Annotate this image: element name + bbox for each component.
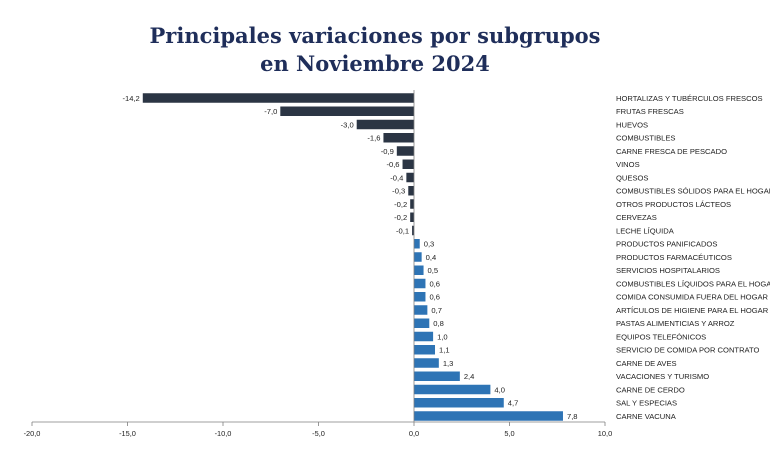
- x-tick-label: 0,0: [409, 429, 419, 438]
- bar: [414, 318, 430, 328]
- data-label: 0,4: [426, 253, 437, 262]
- category-label: CARNE DE AVES: [616, 359, 677, 368]
- chart-title-line-2: en Noviembre 2024: [260, 51, 490, 76]
- category-label: COMIDA CONSUMIDA FUERA DEL HOGAR: [616, 293, 769, 302]
- bar: [280, 106, 414, 116]
- data-label: 0,6: [429, 293, 440, 302]
- bar: [414, 384, 491, 395]
- x-tick-label: 10,0: [598, 429, 612, 438]
- data-label: -0,2: [394, 200, 407, 209]
- data-label: 0,6: [429, 279, 440, 288]
- data-label: 1,3: [443, 359, 454, 368]
- x-tick-label: -20,0: [24, 429, 41, 438]
- category-label: OTROS PRODUCTOS LÁCTEOS: [616, 200, 731, 209]
- category-label: SERVICIOS HOSPITALARIOS: [616, 266, 720, 275]
- data-label: 7,8: [567, 412, 578, 421]
- data-label: 4,0: [494, 385, 505, 394]
- data-label: 0,3: [424, 240, 435, 249]
- category-label: ARTÍCULOS DE HIGIENE PARA EL HOGAR: [616, 306, 769, 315]
- category-label: COMBUSTIBLES SÓLIDOS PARA EL HOGAR: [616, 187, 770, 196]
- data-label: 0,7: [431, 306, 442, 315]
- bar: [414, 411, 563, 421]
- data-label: -0,9: [381, 147, 394, 156]
- category-label: CARNE VACUNA: [616, 412, 677, 421]
- data-label: -0,3: [392, 187, 405, 196]
- category-label: CARNE FRESCA DE PESCADO: [616, 147, 727, 156]
- x-tick-label: -15,0: [119, 429, 136, 438]
- category-label: SERVICIO DE COMIDA POR CONTRATO: [616, 346, 760, 355]
- bar: [414, 345, 436, 355]
- category-label: CARNE DE CERDO: [616, 385, 685, 394]
- category-label: SAL Y ESPECIAS: [616, 399, 677, 408]
- data-label: -7,0: [264, 107, 277, 116]
- data-label: -0,4: [390, 173, 403, 182]
- bar: [414, 305, 428, 315]
- category-label: FRUTAS FRESCAS: [616, 107, 684, 116]
- bar: [414, 331, 434, 342]
- bar: [414, 398, 504, 408]
- data-label: 4,7: [508, 399, 519, 408]
- data-label: 1,0: [437, 332, 448, 341]
- data-label: -3,0: [341, 120, 354, 129]
- bar: [412, 225, 414, 236]
- bar: [414, 278, 426, 289]
- bar: [408, 186, 414, 196]
- bar: [414, 252, 422, 262]
- category-label: VINOS: [616, 160, 640, 169]
- category-label: EQUIPOS TELEFÓNICOS: [616, 332, 706, 341]
- bar: [410, 212, 414, 222]
- data-label: 0,5: [428, 266, 439, 275]
- data-label: 0,8: [433, 319, 444, 328]
- x-tick-label: 5,0: [504, 429, 514, 438]
- category-label: COMBUSTIBLES LÍQUIDOS PARA EL HOGAR: [616, 279, 770, 288]
- bar: [414, 371, 460, 381]
- bar: [410, 199, 414, 209]
- bar: [414, 358, 439, 368]
- data-label: 2,4: [464, 372, 475, 381]
- bar: [414, 292, 426, 302]
- data-label: -14,2: [122, 94, 139, 103]
- category-label: QUESOS: [616, 173, 649, 182]
- bar: [396, 146, 414, 156]
- category-label: HUEVOS: [616, 120, 648, 129]
- bar: [414, 239, 420, 249]
- bar: [356, 119, 414, 130]
- chart-title-line-1: Principales variaciones por subgrupos: [149, 23, 601, 48]
- data-label: -0,2: [394, 213, 407, 222]
- category-label: CERVEZAS: [616, 213, 657, 222]
- bar: [142, 93, 414, 103]
- category-label: VACACIONES Y TURISMO: [616, 372, 709, 381]
- data-label: -1,6: [367, 134, 380, 143]
- bar: [414, 265, 424, 275]
- data-label: -0,6: [386, 160, 399, 169]
- category-label: PASTAS ALIMENTICIAS Y ARROZ: [616, 319, 735, 328]
- category-label: COMBUSTIBLES: [616, 134, 676, 143]
- bar: [406, 172, 414, 183]
- data-label: -0,1: [396, 226, 409, 235]
- data-label: 1,1: [439, 346, 450, 355]
- chart-title: Principales variaciones por subgrupos en…: [0, 22, 750, 78]
- category-label: PRODUCTOS PANIFICADOS: [616, 240, 717, 249]
- x-tick-label: -5,0: [312, 429, 325, 438]
- bar: [402, 159, 414, 169]
- category-label: LECHE LÍQUIDA: [616, 226, 675, 235]
- category-label: PRODUCTOS FARMACÉUTICOS: [616, 253, 732, 262]
- bar: [383, 133, 414, 143]
- x-tick-label: -10,0: [215, 429, 232, 438]
- category-label: HORTALIZAS Y TUBÉRCULOS FRESCOS: [616, 94, 763, 103]
